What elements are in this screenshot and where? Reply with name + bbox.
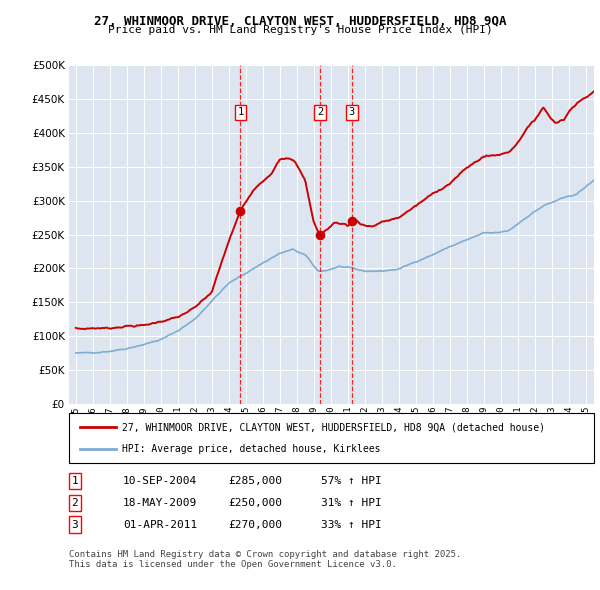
FancyBboxPatch shape [69,413,594,463]
Text: Contains HM Land Registry data © Crown copyright and database right 2025.
This d: Contains HM Land Registry data © Crown c… [69,550,461,569]
Text: HPI: Average price, detached house, Kirklees: HPI: Average price, detached house, Kirk… [121,444,380,454]
Text: 3: 3 [349,107,355,117]
Text: 2: 2 [71,498,79,507]
Text: Price paid vs. HM Land Registry's House Price Index (HPI): Price paid vs. HM Land Registry's House … [107,25,493,35]
Text: £270,000: £270,000 [228,520,282,529]
Text: 31% ↑ HPI: 31% ↑ HPI [321,498,382,507]
Point [236,206,245,215]
Text: 1: 1 [71,476,79,486]
Text: 18-MAY-2009: 18-MAY-2009 [123,498,197,507]
Text: 1: 1 [238,107,244,117]
Text: 2: 2 [317,107,323,117]
Point [347,217,356,226]
Text: 27, WHINMOOR DRIVE, CLAYTON WEST, HUDDERSFIELD, HD8 9QA: 27, WHINMOOR DRIVE, CLAYTON WEST, HUDDER… [94,15,506,28]
Text: 33% ↑ HPI: 33% ↑ HPI [321,520,382,529]
Text: £250,000: £250,000 [228,498,282,507]
Text: 01-APR-2011: 01-APR-2011 [123,520,197,529]
Text: £285,000: £285,000 [228,476,282,486]
Text: 27, WHINMOOR DRIVE, CLAYTON WEST, HUDDERSFIELD, HD8 9QA (detached house): 27, WHINMOOR DRIVE, CLAYTON WEST, HUDDER… [121,422,545,432]
Text: 3: 3 [71,520,79,529]
Point [315,230,325,240]
Text: 10-SEP-2004: 10-SEP-2004 [123,476,197,486]
Text: 57% ↑ HPI: 57% ↑ HPI [321,476,382,486]
